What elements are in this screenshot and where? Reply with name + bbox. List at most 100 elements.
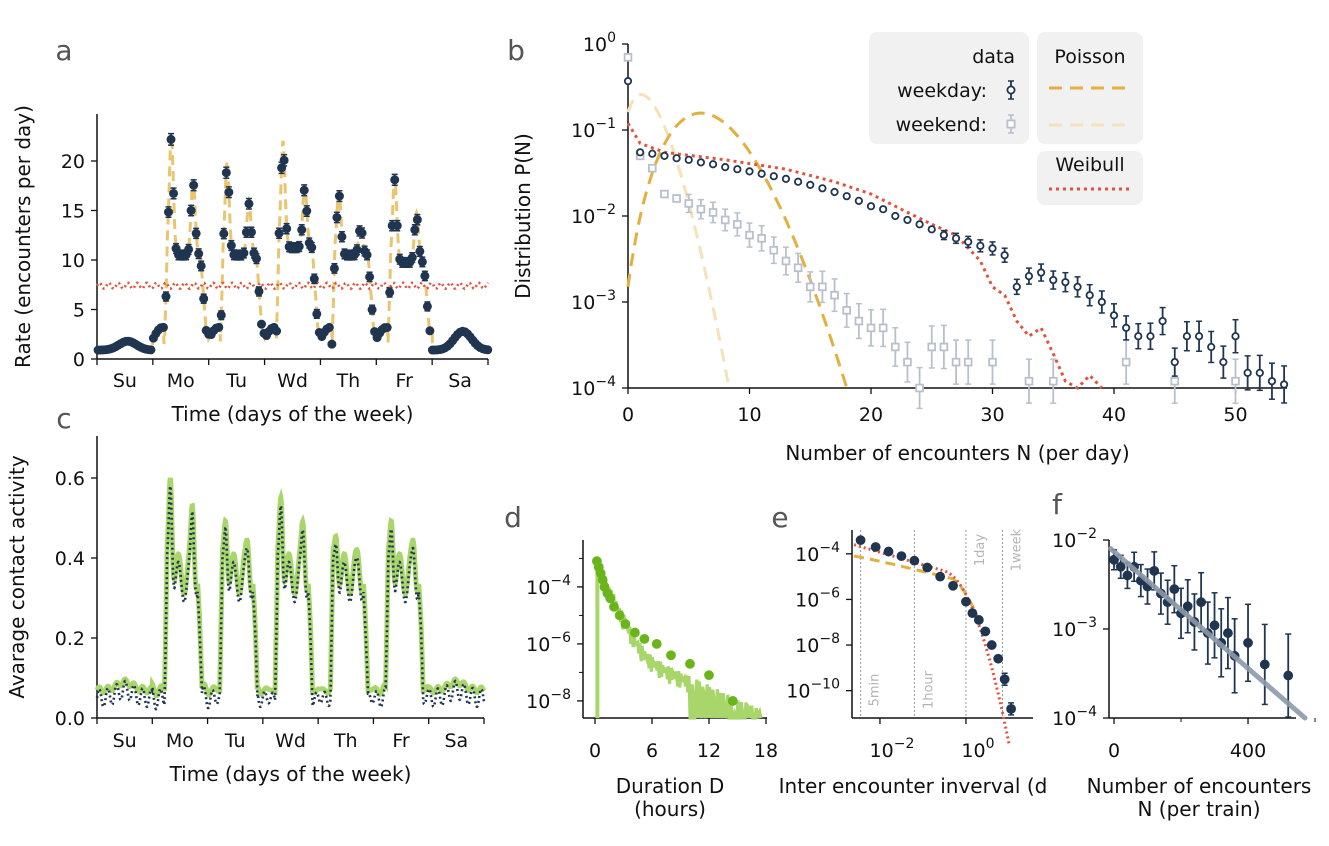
panel-b-legend-weibull-title: Weibull	[1055, 154, 1124, 176]
panel-a-point	[186, 206, 196, 216]
panel-e-point	[896, 551, 907, 562]
panel-b-xtick-label: 50	[1223, 404, 1247, 426]
panel-b-weekday-point	[672, 154, 681, 163]
panel-a-point	[357, 228, 367, 238]
panel-a-point	[199, 294, 209, 304]
panel-e-vline-label: 1week	[1010, 528, 1025, 571]
panel-b-weekend-point	[745, 230, 754, 240]
panel-d-ytick-label: 10−6	[526, 630, 571, 656]
panel-b-weekday-point	[866, 202, 876, 211]
panel-a-point	[382, 323, 392, 333]
panel-a-point	[385, 287, 395, 297]
panel-b-weekend-point	[854, 316, 864, 326]
panel-b-weekday-point	[684, 155, 693, 164]
panel-b-weekday-point	[951, 234, 961, 243]
panel-a-point	[163, 207, 173, 217]
panel-e-point	[948, 580, 958, 591]
panel-b-xtick-label: 40	[1102, 404, 1126, 426]
panel-a-xtick-label-Fr: Fr	[396, 370, 414, 392]
panel-f-point	[1149, 565, 1160, 576]
panel-a-ytick-label: 10	[61, 250, 85, 272]
panel-e-point	[909, 555, 920, 566]
panel-e-point	[999, 674, 1010, 685]
panel-c-xlabel: Time (days of the week)	[169, 762, 412, 786]
panel-f-fit-line	[1108, 546, 1308, 721]
panel-a-point	[219, 229, 229, 239]
panel-e-ytick-label: 10−4	[795, 540, 840, 566]
panel-d-point	[639, 633, 650, 644]
panel-f-point	[1259, 659, 1270, 670]
panel-b-weekday-point	[636, 148, 645, 157]
panel-b-weekend-point	[891, 342, 900, 352]
panel-b-weekend-point	[951, 357, 961, 367]
panel-b-weekday-point	[708, 160, 718, 169]
panel-b-weekday-point	[976, 241, 985, 250]
panel-b-weekend-point	[781, 256, 791, 266]
panel-f-point	[1283, 670, 1294, 681]
panel-a-point	[221, 168, 231, 178]
panel-a-point	[324, 322, 334, 332]
panel-a-point	[216, 310, 226, 320]
panel-a-ytick-label: 20	[61, 151, 85, 173]
panel-a-point	[294, 242, 304, 252]
panel-b-weekend-point	[708, 208, 718, 217]
panel-a-point	[184, 244, 194, 254]
panel-f-point	[1223, 628, 1233, 638]
panel-a-point	[146, 345, 156, 355]
panel-b-weekday-point	[879, 205, 888, 214]
panel-a-xtick-label-Wd: Wd	[277, 370, 308, 392]
panel-d-xtick-label: 18	[754, 740, 778, 762]
panel-a-point	[274, 228, 284, 238]
panel-e-point	[922, 562, 933, 573]
panel-b-poisson-weekday	[626, 111, 850, 390]
panel-b-weekday-point	[1146, 332, 1155, 341]
panel-b-weekday-point	[1170, 358, 1179, 367]
panel-b-weekday-point	[757, 169, 766, 178]
panel-a-point	[420, 271, 430, 281]
panel-b-legend-poisson-title: Poisson	[1054, 46, 1125, 68]
panel-a-point	[329, 263, 339, 273]
panel-b-weekday-point	[806, 180, 815, 189]
panel-b-weekend-point	[1121, 357, 1131, 367]
panel-b-weekend-point	[830, 290, 839, 300]
panel-a-point	[327, 339, 337, 349]
panel-f-point	[1196, 597, 1207, 608]
panel-b-weekday-point	[1024, 272, 1034, 281]
panel-b-weekday-point	[623, 77, 633, 86]
panel-f-point	[1122, 570, 1133, 581]
panel-b-weekday-point	[1109, 311, 1119, 320]
panel-b-weekend-point	[793, 263, 803, 273]
panel-b-weekend-point	[805, 282, 815, 292]
panel-a-point	[256, 319, 266, 329]
panel-b-weekday-point	[1207, 342, 1216, 352]
panel-b-xtick-label: 10	[737, 404, 761, 426]
panel-e-point	[870, 542, 881, 552]
panel-letter-c: c	[56, 402, 71, 435]
panel-f-point	[1209, 620, 1220, 631]
panel-b-weekday-point	[915, 220, 924, 229]
panel-b-weekday-point	[1255, 368, 1264, 377]
panel-b-weekend-point	[915, 383, 924, 393]
panel-e-xtick-label: 10−2	[870, 736, 915, 762]
panel-a-point	[224, 187, 234, 197]
panel-e-point	[855, 535, 866, 546]
panel-c-xtick-label-Sa: Sa	[444, 730, 468, 752]
panel-b-weekend-point	[1048, 376, 1058, 386]
panel-e-xtick-label: 100	[961, 736, 994, 762]
panel-a-point	[244, 199, 254, 209]
panel-letter-f: f	[1052, 488, 1063, 521]
panel-a-point	[166, 134, 176, 144]
panel-d-xlabel-2: (hours)	[634, 797, 706, 821]
panel-a-point	[226, 241, 236, 251]
panel-b-weekend-point	[842, 306, 851, 315]
panel-b-weekend-point	[672, 194, 681, 203]
panel-a-point	[158, 322, 168, 332]
panel-c-simulation-line	[94, 477, 487, 699]
panel-b-weekday-point	[1122, 323, 1131, 332]
panel-b-weekend-point	[866, 323, 876, 333]
panel-f-point	[1243, 637, 1253, 648]
panel-e-weibull-line	[853, 543, 1011, 745]
panel-b-ytick-label: 10−4	[571, 374, 616, 400]
panel-e-ytick-label: 10−8	[795, 631, 840, 657]
panel-a-ytick-label: 5	[73, 300, 85, 322]
